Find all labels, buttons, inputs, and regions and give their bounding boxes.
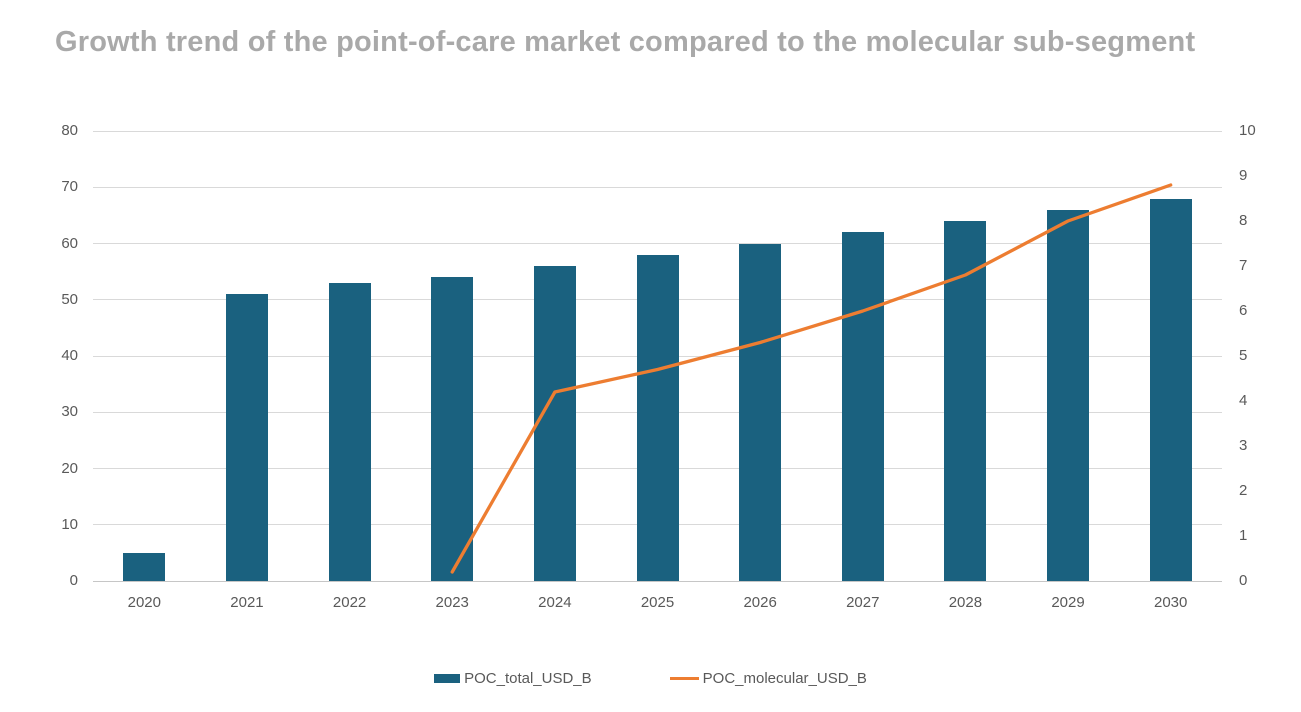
bar-2024 — [533, 266, 576, 581]
x-axis-label-2029: 2029 — [1051, 594, 1085, 611]
x-axis-label-2026: 2026 — [743, 594, 777, 611]
plot-area — [93, 130, 1222, 582]
legend-item-poc-molecular: POC_molecular_USD_B — [669, 670, 867, 687]
right-axis-tick-0: 0 — [1239, 572, 1248, 589]
bar-2029 — [1047, 209, 1090, 581]
right-axis-tick-5: 5 — [1239, 347, 1248, 364]
x-axis-label-2027: 2027 — [846, 594, 880, 611]
left-axis-tick-70: 70 — [61, 178, 78, 196]
right-axis-tick-4: 4 — [1239, 392, 1248, 409]
x-axis-label-2024: 2024 — [538, 594, 572, 611]
line-series-swatch-icon — [669, 676, 699, 681]
left-axis-tick-10: 10 — [61, 515, 78, 533]
bar-2023 — [431, 277, 474, 581]
right-axis-tick-3: 3 — [1239, 437, 1248, 454]
right-axis-tick-6: 6 — [1239, 302, 1248, 319]
x-axis-label-2025: 2025 — [640, 594, 675, 611]
bar-2021 — [225, 294, 268, 581]
legend-label-poc-molecular: POC_molecular_USD_B — [702, 670, 867, 687]
left-axis-tick-40: 40 — [61, 347, 78, 364]
x-axis-label-2020: 2020 — [127, 594, 161, 611]
left-axis-tick-30: 30 — [61, 403, 78, 421]
x-axis-label-2021: 2021 — [230, 594, 264, 611]
gridline-80 — [93, 130, 1222, 132]
right-axis-tick-9: 9 — [1239, 167, 1248, 184]
right-axis-tick-1: 1 — [1239, 527, 1248, 544]
right-axis-tick-10: 10 — [1239, 122, 1256, 139]
bar-2026 — [739, 243, 782, 581]
gridline-70 — [93, 186, 1222, 188]
left-axis-tick-60: 60 — [61, 234, 78, 252]
right-axis-tick-8: 8 — [1239, 212, 1248, 229]
left-axis-tick-0: 0 — [69, 572, 78, 589]
legend-label-poc-total: POC_total_USD_B — [464, 670, 592, 687]
left-axis-tick-50: 50 — [61, 290, 78, 308]
bar-2030 — [1149, 198, 1192, 581]
bar-2027 — [841, 232, 884, 581]
bar-series-swatch-icon — [434, 674, 461, 683]
right-axis-tick-7: 7 — [1239, 257, 1248, 274]
x-axis-label-2030: 2030 — [1153, 594, 1188, 611]
bar-2025 — [636, 254, 679, 581]
bar-2020 — [123, 552, 166, 581]
x-axis-label-2022: 2022 — [332, 594, 367, 611]
legend-item-poc-total: POC_total_USD_B — [434, 670, 592, 687]
x-axis-label-2028: 2028 — [948, 594, 983, 611]
left-axis-tick-80: 80 — [61, 122, 78, 139]
x-axis-label-2023: 2023 — [435, 594, 469, 611]
right-axis-tick-2: 2 — [1239, 482, 1248, 499]
left-axis-tick-20: 20 — [61, 459, 78, 477]
bar-2028 — [944, 221, 987, 581]
gridline-0 — [93, 580, 1222, 582]
chart-title: Growth trend of the point-of-care market… — [55, 26, 1196, 58]
legend: POC_total_USD_B POC_molecular_USD_B — [0, 670, 1301, 687]
bar-2022 — [328, 282, 371, 581]
